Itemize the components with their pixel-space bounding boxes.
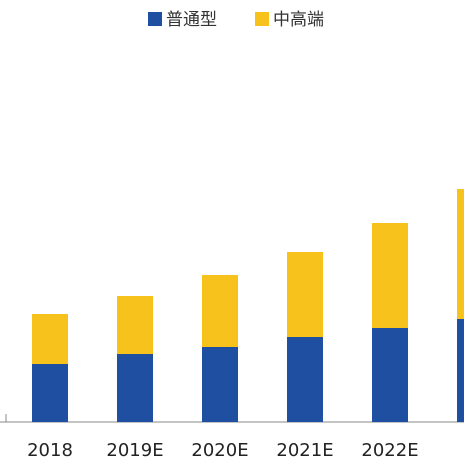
legend: 普通型 中高端 (148, 10, 324, 30)
bar-2022E-mid-high (372, 223, 408, 328)
bar-2022E-regular (372, 328, 408, 422)
bar-20-mid-high (457, 189, 464, 319)
bar-2021E-regular (287, 337, 323, 422)
x-tick-label: 2018 (27, 440, 73, 461)
x-tick-label: 2022E (361, 440, 418, 461)
legend-swatch-普通型 (148, 12, 162, 26)
x-tick-label: 2021E (276, 440, 333, 461)
bars (32, 189, 464, 422)
legend-label-普通型: 普通型 (166, 10, 217, 30)
legend-label-中高端: 中高端 (273, 10, 324, 30)
bar-2020E-regular (202, 347, 238, 422)
bar-2019E-mid-high (117, 296, 153, 354)
bar-20-regular (457, 319, 464, 422)
legend-swatch-中高端 (255, 12, 269, 26)
x-tick-labels: 20182019E2020E2021E2022E20 (27, 440, 464, 461)
x-tick-label: 2019E (106, 440, 163, 461)
bar-2019E-regular (117, 354, 153, 422)
bar-2020E-mid-high (202, 275, 238, 347)
bar-2018-mid-high (32, 314, 68, 364)
x-tick-label: 2020E (191, 440, 248, 461)
bar-2021E-mid-high (287, 252, 323, 337)
bar-2018-regular (32, 364, 68, 422)
